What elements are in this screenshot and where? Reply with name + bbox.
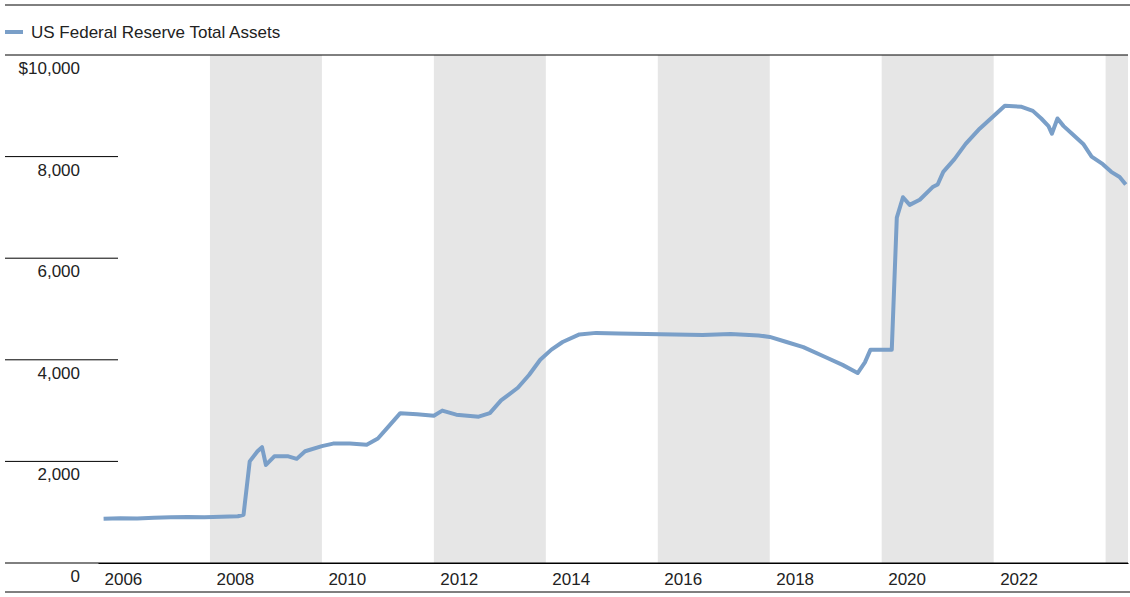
series-line [104,106,1126,519]
y-tick-label: 4,000 [37,364,80,383]
legend-swatch [5,30,23,34]
x-tick-label: 2006 [105,570,143,589]
x-tick: 2022 [994,563,1038,589]
legend-label: US Federal Reserve Total Assets [31,23,280,42]
shade-band [658,55,770,563]
shade-band [434,55,546,563]
x-tick: 2018 [770,563,814,589]
chart: 0 2,000 4,000 6,000 8,000 $10,000 2006 2008 2010… [0,0,1130,597]
x-tick: 2014 [546,563,590,589]
y-tick-label: 6,000 [37,262,80,281]
y-tick [5,156,118,157]
x-tick: 2008 [210,563,254,589]
legend: US Federal Reserve Total Assets [5,23,280,42]
y-tick-label: 0 [71,567,80,586]
footer-rule [5,592,1130,593]
x-axis-line [99,563,1129,564]
x-tick-label: 2012 [440,570,478,589]
x-tick: 2020 [882,563,926,589]
x-tick: 2006 [99,563,143,589]
x-tick: 2016 [658,563,702,589]
shade-band [1106,55,1128,563]
plot-area [104,55,1128,563]
y-tick [5,258,118,259]
x-tick-label: 2022 [1000,570,1038,589]
y-tick [5,55,1128,56]
y-tick-label: $10,000 [19,59,80,78]
y-axis: 0 2,000 4,000 6,000 8,000 $10,000 [5,55,1128,586]
x-tick: 2010 [322,563,366,589]
y-tick-label: 8,000 [37,161,80,180]
y-tick [5,359,118,360]
x-tick: 2012 [434,563,478,589]
shade-band [210,55,322,563]
x-tick-label: 2008 [216,570,254,589]
x-tick-label: 2010 [328,570,366,589]
x-tick-label: 2014 [552,570,590,589]
x-tick-label: 2020 [888,570,926,589]
y-tick-label: 2,000 [37,465,80,484]
y-tick [5,563,1128,564]
y-tick [5,461,118,462]
header-rule [5,5,1130,6]
x-axis: 2006 2008 2010 2012 2014 2016 2018 2020 2022 [99,563,1129,589]
x-tick-label: 2016 [664,570,702,589]
x-tick-label: 2018 [776,570,814,589]
